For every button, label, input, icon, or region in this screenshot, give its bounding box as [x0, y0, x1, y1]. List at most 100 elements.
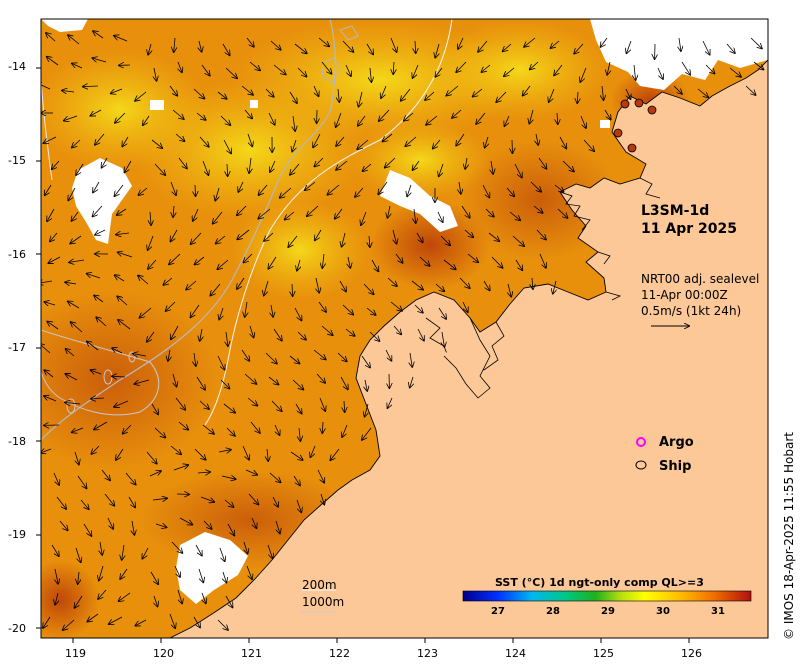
current-arrow — [203, 520, 212, 529]
current-arrow — [227, 523, 234, 535]
current-arrow — [269, 472, 281, 482]
current-arrow — [416, 232, 423, 242]
current-arrow — [532, 277, 533, 289]
current-arrow — [292, 139, 296, 151]
current-arrow — [51, 544, 59, 556]
current-arrow — [270, 160, 276, 172]
current-arrow — [148, 259, 157, 269]
current-arrow — [504, 67, 515, 76]
current-arrow — [365, 403, 368, 417]
current-arrow — [149, 471, 161, 477]
current-arrow — [413, 64, 419, 78]
current-arrow — [100, 541, 102, 555]
current-arrow — [128, 496, 135, 507]
current-arrow — [116, 448, 124, 460]
current-arrow — [342, 232, 345, 247]
current-arrow — [456, 61, 467, 72]
current-arrow — [393, 229, 397, 244]
current-arrow — [290, 163, 300, 175]
current-arrow — [536, 133, 538, 145]
current-arrow — [172, 109, 184, 119]
current-arrow — [44, 396, 57, 402]
current-arrow — [344, 400, 345, 412]
current-arrow — [115, 275, 125, 282]
current-arrow — [223, 403, 235, 413]
current-arrow — [241, 85, 253, 95]
lon-tick-label: 120 — [153, 647, 174, 660]
current-arrow — [72, 139, 81, 148]
current-arrow — [198, 568, 203, 582]
current-arrow — [94, 421, 108, 430]
current-arrow — [83, 523, 91, 536]
current-arrow — [117, 208, 127, 215]
current-arrow — [170, 445, 181, 454]
current-arrow — [435, 43, 439, 58]
current-arrow — [114, 36, 128, 42]
current-arrow — [65, 282, 77, 284]
current-arrow — [425, 91, 435, 100]
current-arrow — [316, 373, 325, 383]
current-arrow — [94, 296, 104, 303]
current-arrow — [95, 229, 106, 235]
colorbar-tick: 29 — [601, 606, 615, 617]
current-arrow — [237, 205, 247, 215]
current-arrow — [395, 253, 403, 263]
current-arrow — [673, 85, 682, 94]
current-arrow — [114, 400, 129, 407]
current-arrow — [46, 33, 56, 42]
product-label: L3SM-1d 11 Apr 2025 — [641, 202, 737, 238]
current-arrow — [186, 280, 197, 290]
current-arrow — [625, 88, 631, 99]
current-arrow — [317, 469, 324, 483]
current-arrow — [171, 229, 178, 241]
current-arrow — [178, 157, 187, 168]
current-arrow — [467, 253, 478, 262]
lon-tick-label: 125 — [593, 647, 614, 660]
current-arrow — [72, 211, 79, 221]
current-arrow — [271, 400, 282, 411]
lat-tick-label: -19 — [8, 528, 26, 541]
current-arrow — [289, 91, 297, 103]
lon-tick-label: 121 — [241, 647, 262, 660]
current-arrow — [47, 57, 59, 66]
current-arrow — [222, 43, 230, 55]
current-arrow — [78, 571, 79, 584]
current-arrow — [202, 424, 214, 434]
current-arrow — [140, 307, 152, 318]
current-arrow — [68, 35, 80, 45]
current-arrow — [456, 133, 465, 146]
current-arrow — [93, 181, 100, 192]
current-arrow — [515, 259, 522, 270]
current-arrow — [538, 157, 546, 169]
current-arrow — [146, 451, 157, 464]
current-arrow — [297, 259, 300, 271]
current-arrow — [295, 403, 302, 414]
current-arrow — [390, 37, 397, 52]
current-arrow — [43, 616, 51, 628]
current-arrow — [196, 376, 205, 390]
current-arrow — [171, 541, 182, 553]
current-arrow — [44, 302, 56, 305]
current-arrow — [414, 208, 416, 223]
current-arrow — [151, 139, 162, 148]
current-arrow — [221, 476, 236, 479]
current-arrow — [247, 133, 252, 146]
current-arrow — [215, 187, 219, 201]
current-arrow — [293, 115, 295, 131]
current-arrow — [152, 498, 167, 500]
current-arrow — [195, 184, 196, 196]
current-arrow — [104, 493, 114, 506]
current-arrow — [362, 427, 372, 440]
current-arrow — [750, 37, 762, 48]
current-arrow — [267, 544, 273, 558]
current-arrow — [118, 252, 133, 258]
current-arrow — [83, 86, 99, 87]
current-arrow — [246, 565, 252, 579]
current-arrow — [393, 325, 401, 334]
current-arrow — [369, 235, 370, 247]
current-arrow — [381, 85, 387, 98]
current-arrow — [264, 232, 274, 241]
current-arrow — [224, 499, 234, 507]
current-arrow — [294, 43, 307, 53]
current-arrow — [119, 592, 131, 601]
